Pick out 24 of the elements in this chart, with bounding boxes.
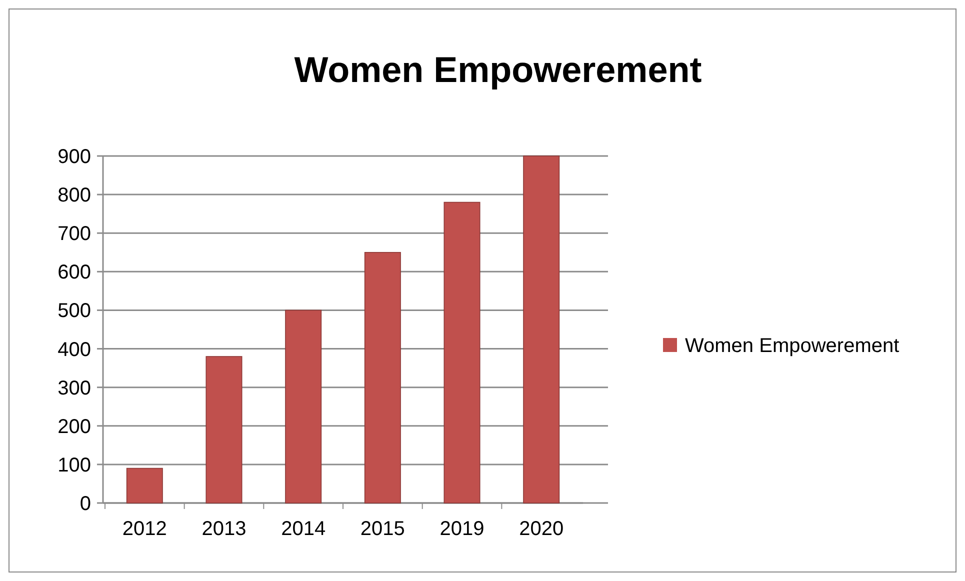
y-tick-label: 600	[58, 262, 91, 284]
bar	[444, 202, 480, 504]
y-tick-label: 0	[80, 493, 91, 515]
x-tick-label: 2015	[360, 518, 405, 540]
bar	[364, 252, 401, 504]
chart-title: Women Empowerement	[294, 49, 702, 90]
y-tick-label: 500	[58, 300, 91, 322]
legend-label: Women Empowerement	[685, 335, 900, 357]
bar	[523, 156, 560, 504]
x-tick-label: 2020	[519, 518, 564, 540]
x-tick-label: 2012	[122, 518, 167, 540]
y-tick-label: 300	[58, 377, 91, 400]
bar	[206, 356, 242, 504]
bar	[285, 310, 322, 504]
x-tick-label: 2019	[440, 518, 484, 540]
x-tick-label: 2014	[281, 518, 326, 540]
y-tick-label: 900	[58, 146, 91, 168]
y-tick-label: 200	[58, 416, 91, 438]
bar	[126, 468, 163, 504]
y-tick-label: 400	[58, 338, 91, 361]
y-tick-label: 700	[58, 223, 91, 246]
y-tick-label: 800	[58, 184, 91, 207]
x-tick-label: 2013	[202, 518, 246, 540]
y-tick-label: 100	[58, 454, 91, 476]
